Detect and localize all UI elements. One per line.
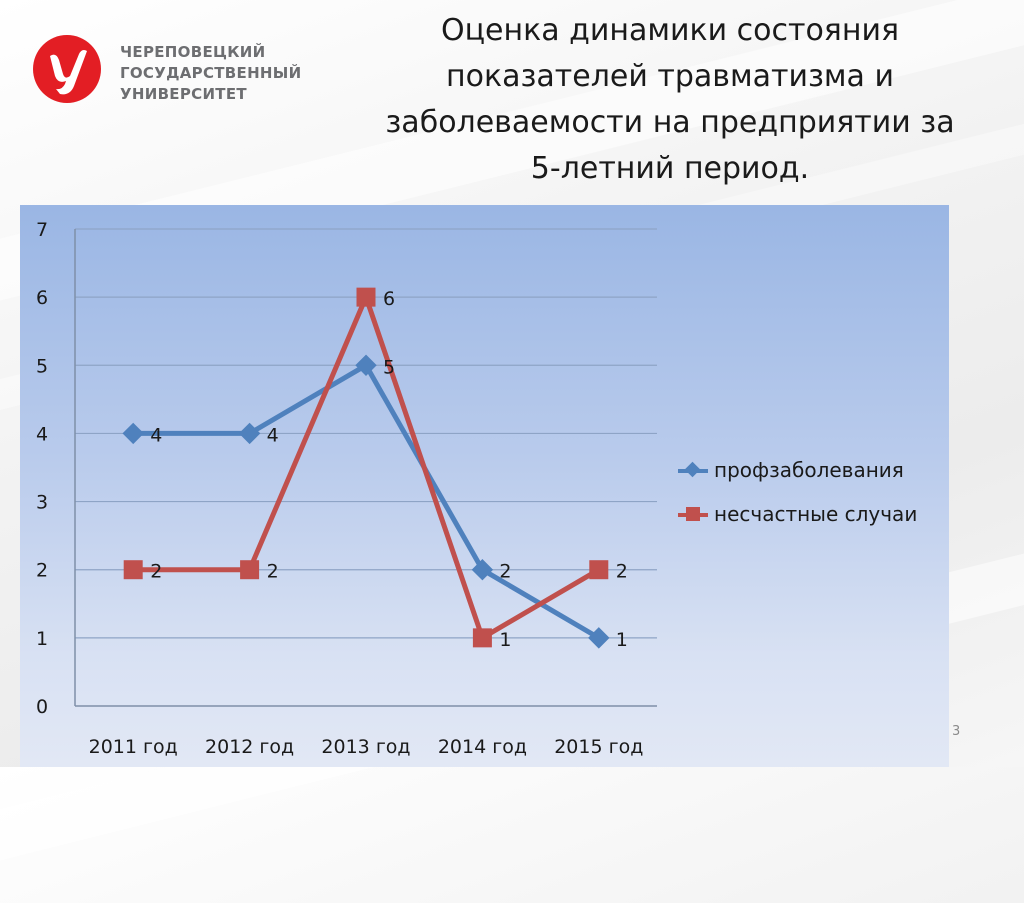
university-logo: ЧЕРЕПОВЕЦКИЙ ГОСУДАРСТВЕННЫЙ УНИВЕРСИТЕТ xyxy=(32,34,312,114)
x-tick-label: 2011 год xyxy=(89,736,178,758)
slide-title: Оценка динамики состояния показателей тр… xyxy=(360,8,980,192)
y-tick-label: 0 xyxy=(36,696,48,718)
x-tick-label: 2015 год xyxy=(554,736,643,758)
x-tick-label: 2013 год xyxy=(321,736,410,758)
legend-item-series-0: профзаболевания xyxy=(678,448,917,492)
data-label-series-0: 2 xyxy=(499,561,511,583)
title-line-1: Оценка динамики состояния xyxy=(440,13,900,48)
title-line-3: заболеваемости на предприятии за xyxy=(385,105,955,140)
data-point-series-1 xyxy=(589,560,609,580)
page-number: 3 xyxy=(952,724,961,739)
x-tick-label: 2014 год xyxy=(438,736,527,758)
data-label-series-1: 2 xyxy=(616,561,628,583)
title-line-2: показателей травматизма и xyxy=(446,59,894,94)
legend-label-series-1: несчастные случаи xyxy=(714,502,918,526)
data-point-series-0 xyxy=(122,422,144,445)
data-point-series-1 xyxy=(356,287,376,307)
data-label-series-1: 1 xyxy=(499,629,511,651)
y-tick-label: 5 xyxy=(36,355,48,377)
data-label-series-1: 6 xyxy=(383,288,395,310)
chart-plot-area: 0 1 2 3 4 5 6 7 2011 год 2012 год 2013 год 2014 год… xyxy=(36,219,657,758)
university-logo-icon xyxy=(33,35,101,103)
y-tick-label: 7 xyxy=(36,219,48,241)
data-point-series-0 xyxy=(355,354,377,376)
data-label-series-1: 2 xyxy=(150,561,162,583)
data-label-series-0: 5 xyxy=(383,356,395,378)
data-point-series-1 xyxy=(472,628,492,648)
logo-text-line3: УНИВЕРСИТЕТ xyxy=(120,85,247,103)
y-tick-label: 3 xyxy=(36,492,48,514)
legend-swatch-series-0 xyxy=(678,460,708,480)
data-point-series-1 xyxy=(240,560,260,580)
data-point-series-1 xyxy=(123,560,143,580)
data-point-series-0 xyxy=(471,559,494,581)
line-chart: 0 1 2 3 4 5 6 7 2011 год 2012 год 2013 год 2014 год… xyxy=(20,205,949,767)
data-point-series-0 xyxy=(238,422,261,445)
legend-swatch-series-1 xyxy=(678,504,708,524)
y-tick-label: 1 xyxy=(36,628,48,650)
data-label-series-0: 1 xyxy=(616,629,628,651)
logo-text-line1: ЧЕРЕПОВЕЦКИЙ xyxy=(120,43,266,61)
x-tick-label: 2012 год xyxy=(205,736,294,758)
data-label-series-0: 4 xyxy=(150,424,162,446)
chart-legend: профзаболевания несчастные случаи xyxy=(678,448,917,536)
y-tick-label: 2 xyxy=(36,560,48,582)
logo-text-line2: ГОСУДАРСТВЕННЫЙ xyxy=(120,64,302,82)
title-line-4: 5-летний период. xyxy=(530,151,810,186)
data-label-series-0: 4 xyxy=(267,424,279,446)
y-tick-label: 6 xyxy=(36,287,48,309)
series-line-1 xyxy=(133,294,601,641)
y-tick-label: 4 xyxy=(36,423,48,445)
legend-label-series-0: профзаболевания xyxy=(714,458,904,482)
data-point-series-0 xyxy=(588,627,610,649)
legend-item-series-1: несчастные случаи xyxy=(678,492,917,536)
data-label-series-1: 2 xyxy=(267,561,279,583)
